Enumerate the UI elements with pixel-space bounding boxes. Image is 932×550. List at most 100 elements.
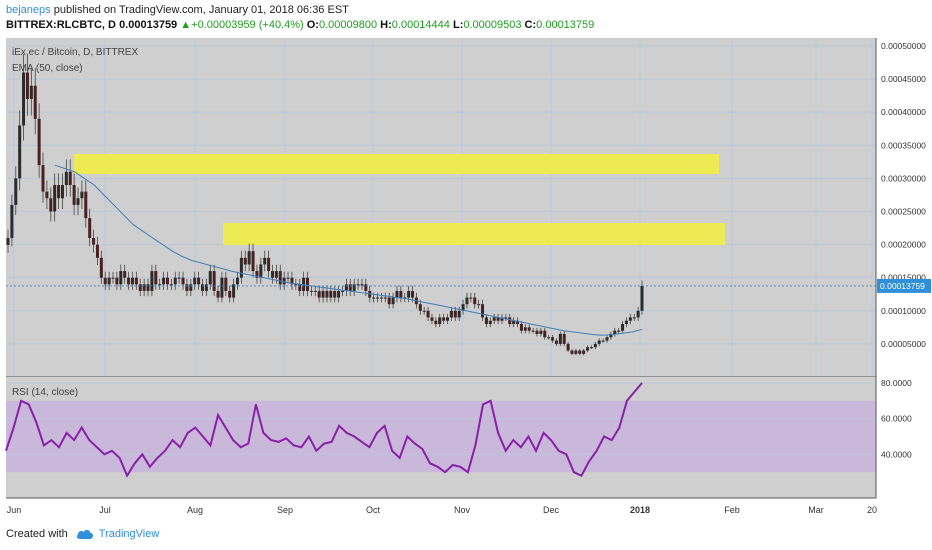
close-label: C:: [524, 19, 537, 31]
time-tick-label: Dec: [543, 505, 560, 515]
candle-body: [613, 330, 617, 334]
candle-body: [422, 310, 426, 312]
candle-body: [624, 320, 628, 325]
candle-body: [344, 284, 348, 291]
candle-body: [632, 317, 636, 319]
candle-body: [597, 340, 601, 344]
tradingview-cloud-icon: [76, 530, 93, 539]
author-link[interactable]: bejaneps: [6, 4, 51, 16]
candle-body: [99, 257, 103, 278]
price-pane: [6, 38, 876, 377]
candle-body: [103, 277, 107, 285]
candle-body: [232, 284, 236, 298]
candle-body: [547, 337, 551, 339]
candle-body: [636, 310, 640, 318]
candle-body: [115, 277, 119, 285]
time-tick-label: Oct: [366, 505, 381, 515]
candle-body: [64, 171, 68, 186]
open-value: 0.00009800: [318, 19, 378, 31]
candle-body: [33, 85, 37, 119]
rsi-line: [5, 382, 643, 478]
candle-body: [243, 257, 247, 265]
candle-body: [570, 350, 574, 354]
candle-body: [578, 350, 582, 354]
candle-body: [527, 327, 531, 331]
candle-body: [543, 330, 547, 338]
candle-body: [57, 185, 61, 199]
candle-body: [457, 310, 461, 318]
candle-body: [566, 343, 570, 351]
candle-body: [434, 320, 438, 325]
candle-body: [391, 297, 395, 305]
candle-body: [376, 297, 380, 299]
candle-body: [6, 237, 10, 245]
candle-body: [465, 297, 469, 305]
candle-body: [14, 178, 18, 205]
candle-body: [53, 185, 57, 212]
candle-body: [317, 290, 321, 298]
candle-body: [418, 304, 422, 311]
candle-body: [298, 284, 302, 291]
candle-body: [403, 297, 407, 299]
close-value: 0.00013759: [536, 19, 595, 31]
time-tick-label: Jul: [99, 505, 111, 515]
candle-body: [640, 285, 644, 311]
candle-body: [88, 218, 92, 238]
candle-body: [364, 284, 368, 291]
candle-body: [372, 297, 376, 299]
candle-body: [387, 297, 391, 305]
candle-body: [609, 333, 613, 338]
candle-body: [426, 310, 430, 318]
candle-body: [554, 340, 558, 344]
candle-body: [593, 343, 597, 348]
high-label: H:: [380, 19, 392, 31]
candle-body: [313, 290, 317, 292]
price-tick-label: 0.00005000: [881, 339, 926, 349]
candle-body: [305, 277, 309, 291]
candle-body: [247, 251, 251, 265]
candle-body: [150, 271, 154, 291]
open-label: O:: [306, 19, 319, 31]
candle-body: [321, 290, 325, 298]
candle-body: [282, 277, 286, 285]
candle-body: [309, 290, 313, 292]
time-tick-label: Aug: [187, 505, 203, 515]
candle-body: [37, 118, 41, 166]
candle-body: [224, 277, 228, 291]
candle-body: [22, 72, 26, 126]
candle-body: [621, 324, 625, 331]
price-legend-title: iEx.ec / Bitcoin, D, BITTREX: [12, 47, 138, 58]
candle-body: [146, 284, 150, 291]
symbol-line: BITTREX:RLCBTC, D 0.00013759 ▲+0.0000395…: [6, 19, 594, 31]
candle-body: [492, 317, 496, 321]
candle-body: [119, 271, 123, 285]
tradingview-link[interactable]: TradingView: [98, 528, 160, 540]
candle-body: [519, 324, 523, 331]
candle-body: [173, 277, 177, 285]
candle-body: [558, 333, 562, 344]
candle-body: [395, 290, 399, 298]
candle-body: [251, 251, 255, 272]
candle-body: [574, 350, 578, 354]
ema-line: [54, 164, 643, 336]
candle-body: [488, 320, 492, 325]
price-tick-label: 0.00030000: [881, 173, 926, 183]
candle-body: [158, 284, 162, 286]
candle-body: [407, 290, 411, 298]
candle-body: [333, 290, 337, 298]
candle-body: [500, 317, 504, 321]
price-tick-label: 0.00025000: [881, 207, 926, 217]
candle-body: [504, 317, 508, 319]
price-tick-label: 0.00035000: [881, 140, 926, 150]
candle-body: [286, 277, 290, 279]
resistance-zone-upper: [74, 154, 719, 174]
candle-body: [267, 257, 271, 272]
candle-body: [134, 277, 138, 285]
candle-body: [531, 330, 535, 332]
candle-body: [325, 290, 329, 298]
price-tick-label: 0.00020000: [881, 240, 926, 250]
candle-body: [383, 297, 387, 299]
chart-canvas[interactable]: 0.00005000 0.00010000 0.00015000 0.00020000…: [0, 0, 932, 528]
price-tick-label: 0.00040000: [881, 107, 926, 117]
candle-body: [212, 271, 216, 291]
